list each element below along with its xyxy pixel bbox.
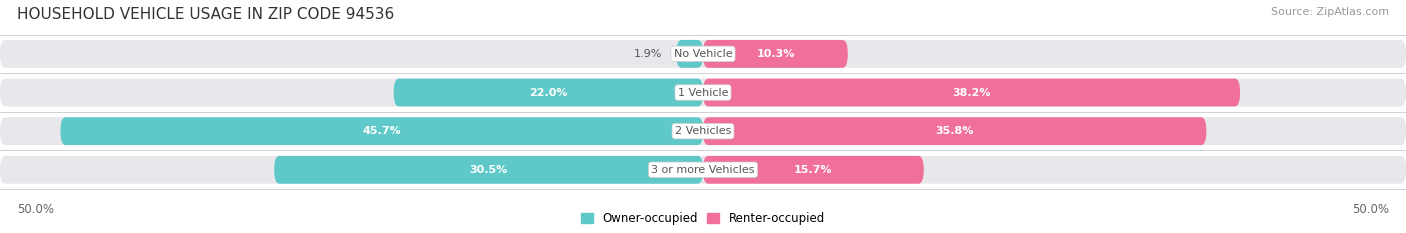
Text: 35.8%: 35.8% [935,126,974,136]
Text: 3 or more Vehicles: 3 or more Vehicles [651,165,755,175]
Text: No Vehicle: No Vehicle [673,49,733,59]
FancyBboxPatch shape [703,79,1240,106]
FancyBboxPatch shape [394,79,703,106]
Text: 38.2%: 38.2% [952,88,991,98]
FancyBboxPatch shape [676,40,703,68]
Text: 22.0%: 22.0% [529,88,568,98]
Text: HOUSEHOLD VEHICLE USAGE IN ZIP CODE 94536: HOUSEHOLD VEHICLE USAGE IN ZIP CODE 9453… [17,7,394,22]
FancyBboxPatch shape [703,156,924,184]
Text: Source: ZipAtlas.com: Source: ZipAtlas.com [1271,7,1389,17]
Text: 30.5%: 30.5% [470,165,508,175]
FancyBboxPatch shape [60,117,703,145]
FancyBboxPatch shape [703,117,1206,145]
FancyBboxPatch shape [0,40,1406,68]
FancyBboxPatch shape [0,156,1406,184]
FancyBboxPatch shape [0,79,1406,106]
Text: 15.7%: 15.7% [794,165,832,175]
Text: 50.0%: 50.0% [1353,203,1389,216]
FancyBboxPatch shape [0,117,1406,145]
FancyBboxPatch shape [703,40,848,68]
FancyBboxPatch shape [274,156,703,184]
Text: 45.7%: 45.7% [363,126,401,136]
Text: 1.9%: 1.9% [634,49,662,59]
Legend: Owner-occupied, Renter-occupied: Owner-occupied, Renter-occupied [581,212,825,225]
Text: 50.0%: 50.0% [17,203,53,216]
Text: 2 Vehicles: 2 Vehicles [675,126,731,136]
Text: 1 Vehicle: 1 Vehicle [678,88,728,98]
Text: 10.3%: 10.3% [756,49,794,59]
